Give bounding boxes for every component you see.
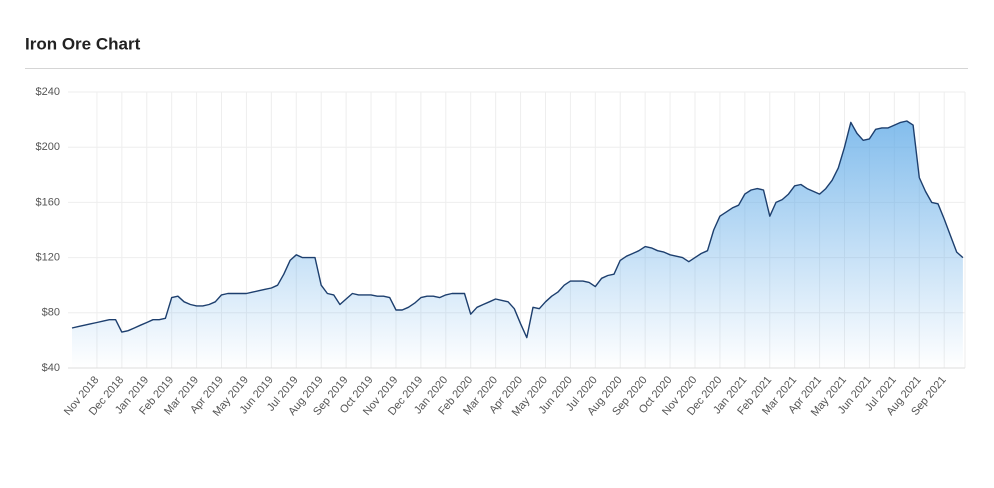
y-tick-label: $160 (36, 196, 60, 208)
y-tick-label: $200 (36, 141, 60, 153)
area (72, 121, 963, 368)
y-tick-label: $80 (42, 307, 60, 319)
y-tick-label: $120 (36, 252, 60, 264)
y-tick-label: $40 (42, 362, 60, 374)
line (71, 120, 964, 339)
y-tick-label: $240 (36, 86, 60, 98)
chart-title: Iron Ore Chart (25, 34, 141, 53)
